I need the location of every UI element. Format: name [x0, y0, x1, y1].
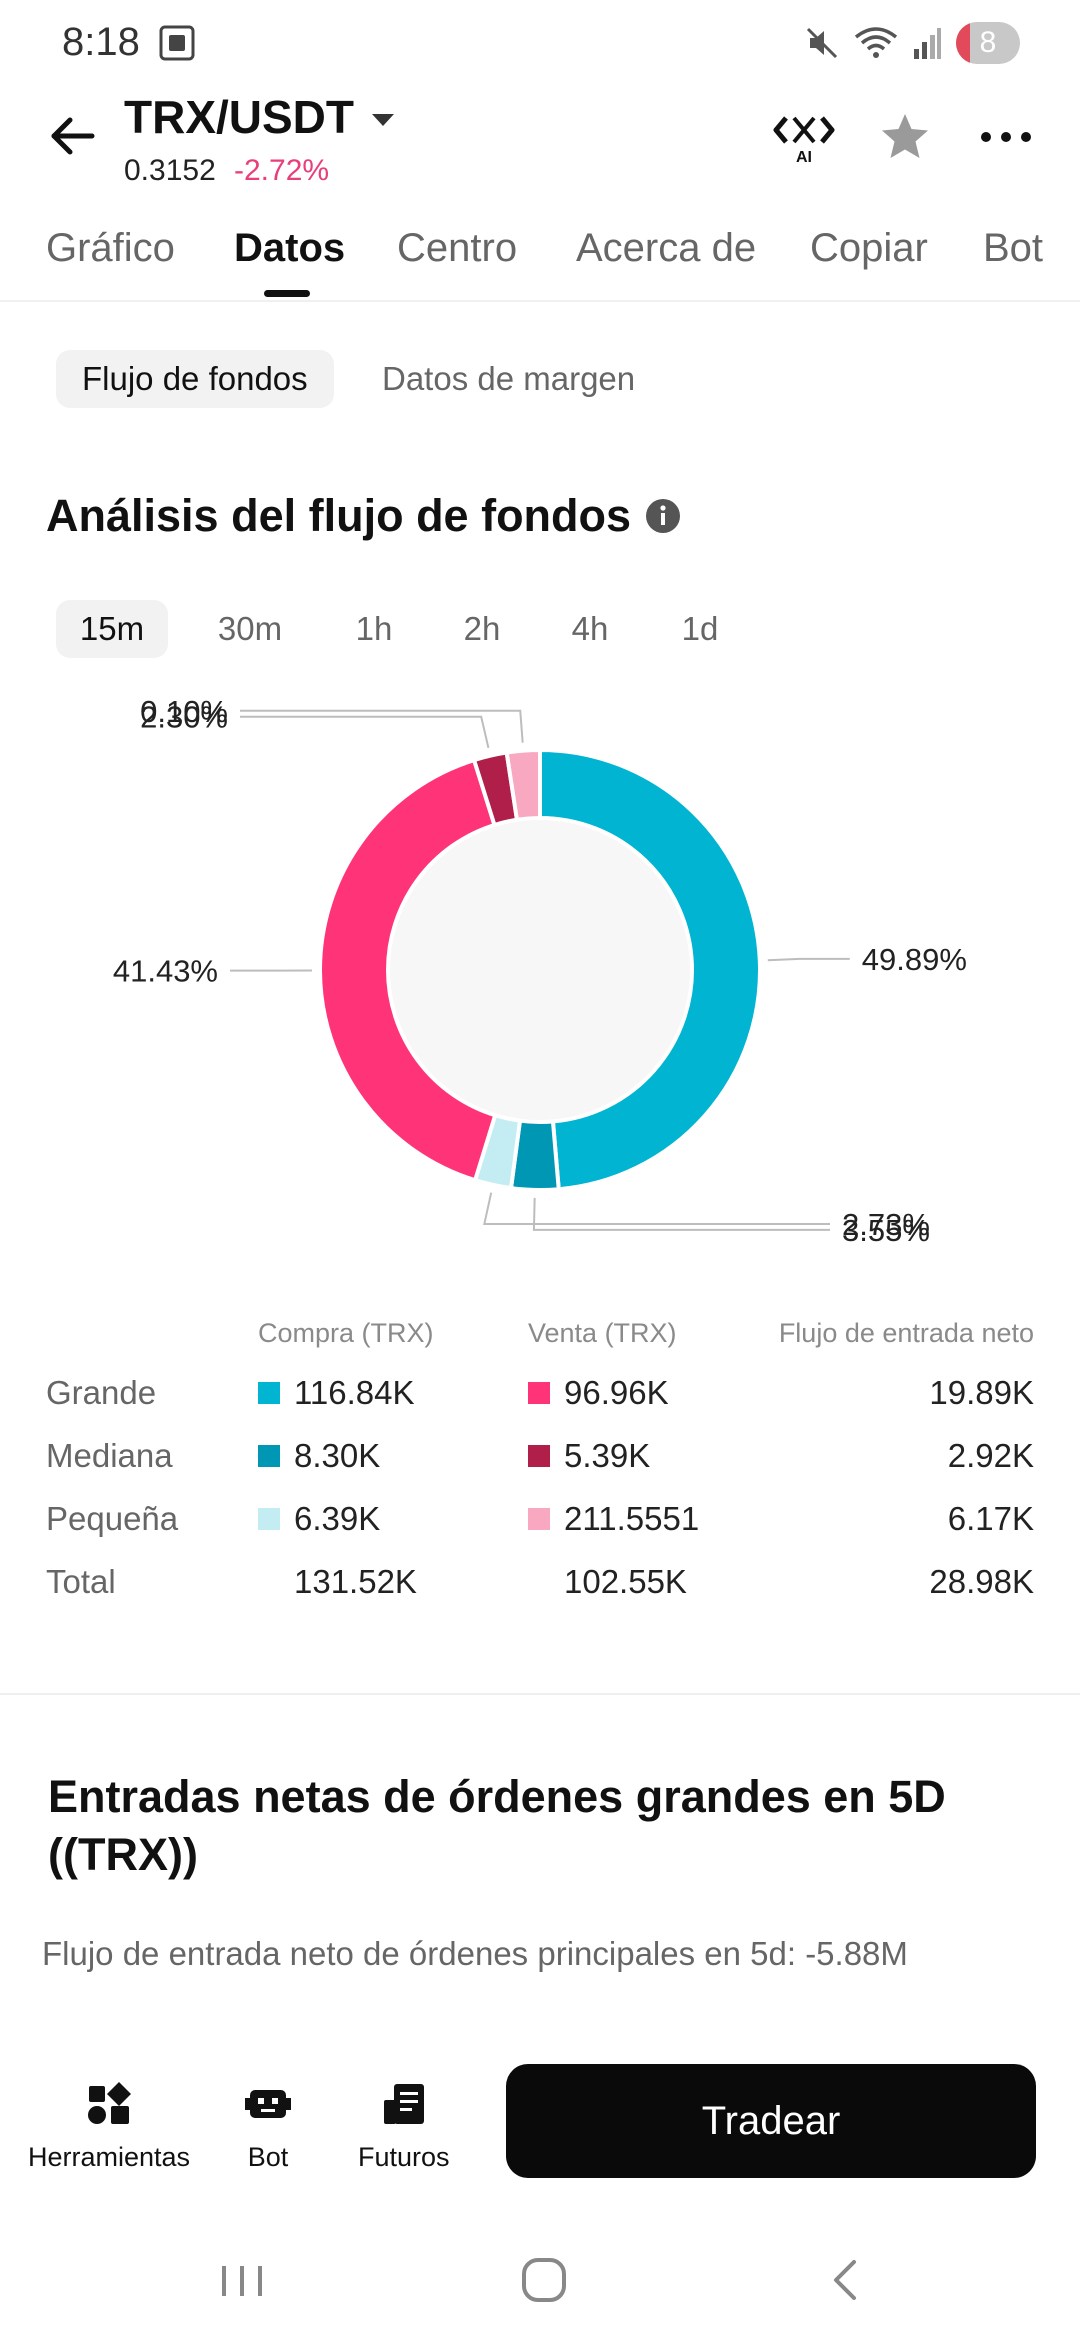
section-tabs: Gráfico Datos Centro Acerca de Copiar Bo…: [0, 218, 1080, 302]
cell-sell-grande: 96.96K: [528, 1374, 669, 1412]
donut-slice[interactable]: [538, 747, 762, 1192]
row-label-total: Total: [46, 1563, 116, 1600]
leader-line: [767, 957, 850, 962]
row-label-mediana: Mediana: [46, 1437, 173, 1474]
tab-copiar[interactable]: Copiar: [810, 226, 928, 270]
timeframe-1h[interactable]: 1h: [355, 610, 393, 647]
bottom-action-bar: Herramientas Bot Futuros Tradear: [0, 2040, 1080, 2220]
active-tab-indicator: [264, 290, 310, 297]
wifi-icon: [854, 27, 898, 58]
pair-price: 0.3152: [124, 154, 216, 187]
info-icon[interactable]: [645, 498, 681, 534]
screenshot-icon: [159, 25, 195, 61]
back-arrow-icon[interactable]: [46, 110, 98, 162]
tools-label: Herramientas: [28, 2142, 191, 2172]
large-orders-title: Entradas netas de órdenes grandes en 5D …: [48, 1771, 946, 1880]
recent-apps-icon[interactable]: [212, 2250, 272, 2310]
legend-swatch: [258, 1508, 280, 1530]
leader-line: [240, 709, 524, 743]
mute-icon: [806, 27, 838, 59]
slice-label: 0.10%: [140, 694, 228, 729]
more-options-icon[interactable]: [978, 112, 1034, 162]
trade-button[interactable]: Tradear: [506, 2064, 1036, 2178]
cell-buy-mediana: 8.30K: [258, 1437, 380, 1475]
cell-buy-grande: 116.84K: [258, 1374, 415, 1412]
subtab-datos-de-margen[interactable]: Datos de margen: [382, 360, 636, 397]
leader-line: [483, 1192, 830, 1225]
cell-sell-mediana: 5.39K: [528, 1437, 650, 1475]
row-label-pequena: Pequeña: [46, 1500, 179, 1537]
futures-icon: [383, 2084, 424, 2124]
futures-button[interactable]: Futuros: [358, 2080, 450, 2173]
bot-button[interactable]: Bot: [244, 2080, 292, 2173]
section-title: Análisis del flujo de fondos: [46, 490, 681, 542]
slice-label: 2.73%: [842, 1207, 930, 1242]
cell-net-pequena: 6.17K: [947, 1500, 1034, 1537]
pair-change: -2.72%: [234, 154, 330, 187]
home-icon[interactable]: [514, 2250, 574, 2310]
tools-icon: [88, 2082, 132, 2124]
legend-swatch: [258, 1382, 280, 1404]
cell-net-total: 28.98K: [929, 1563, 1034, 1600]
slice-label: 41.43%: [113, 954, 218, 989]
cell-net-mediana: 2.92K: [947, 1437, 1034, 1474]
status-icons: 8: [804, 20, 1020, 66]
header-buy: Compra (TRX): [258, 1318, 434, 1348]
timeframe-30m[interactable]: 30m: [217, 610, 283, 647]
donut-slice[interactable]: [318, 757, 498, 1183]
cell-sell-pequena: 211.5551: [528, 1500, 699, 1538]
cell-buy-pequena: 6.39K: [258, 1500, 380, 1538]
pair-selector[interactable]: TRX/USDT: [124, 90, 394, 144]
timeframe-15m[interactable]: 15m: [56, 600, 168, 658]
legend-swatch: [528, 1508, 550, 1530]
signal-icon: [914, 28, 941, 59]
large-orders-subtitle: Flujo de entrada neto de órdenes princip…: [42, 1935, 908, 1972]
robot-icon: [245, 2090, 291, 2118]
futures-label: Futuros: [358, 2142, 450, 2172]
donut-center: [388, 818, 692, 1122]
slice-label: 3.55%: [842, 1213, 930, 1248]
donut-slice[interactable]: [504, 747, 542, 823]
status-bar: 8:18 8: [0, 0, 1080, 90]
cell-net-grande: 19.89K: [929, 1374, 1034, 1411]
header-sell: Venta (TRX): [528, 1318, 677, 1348]
subtab-flujo-de-fondos[interactable]: Flujo de fondos: [56, 350, 334, 408]
timeframe-4h[interactable]: 4h: [571, 610, 609, 647]
favorite-star-icon[interactable]: [878, 110, 932, 164]
row-label-grande: Grande: [46, 1374, 157, 1411]
legend-swatch: [258, 1445, 280, 1467]
back-nav-icon[interactable]: [816, 2250, 876, 2310]
section-title-text: Análisis del flujo de fondos: [46, 490, 632, 541]
svg-text:AI: AI: [796, 149, 812, 166]
fund-flow-donut-chart: 49.89% 3.55%2.73% 41.43% 2.30%0.10%: [113, 694, 967, 1248]
legend-swatch: [528, 1445, 550, 1467]
header: TRX/USDT 0.3152 -2.72% AI: [0, 90, 1080, 200]
timeframe-2h[interactable]: 2h: [463, 610, 501, 647]
tab-bot[interactable]: Bot: [983, 226, 1044, 270]
slice-label: 49.89%: [862, 942, 967, 977]
section-divider: [0, 1693, 1080, 1695]
cell-sell-total: 102.55K: [564, 1563, 687, 1600]
tab-centro[interactable]: Centro: [397, 226, 518, 270]
slice-label: 2.30%: [140, 700, 228, 735]
tools-button[interactable]: Herramientas: [28, 2080, 190, 2173]
ai-assistant-icon[interactable]: AI: [772, 110, 836, 166]
tab-acerca-de[interactable]: Acerca de: [576, 226, 757, 270]
header-net: Flujo de entrada neto: [778, 1318, 1034, 1348]
caret-down-icon: [372, 114, 394, 126]
pair-name: TRX/USDT: [124, 91, 354, 143]
legend-swatch: [528, 1382, 550, 1404]
battery-indicator: 8: [956, 22, 1020, 64]
bot-label: Bot: [247, 2142, 289, 2172]
leader-line: [532, 1197, 830, 1231]
status-time: 8:18: [62, 20, 140, 64]
leader-line: [240, 715, 490, 749]
cell-buy-total: 131.52K: [294, 1563, 417, 1600]
tab-datos[interactable]: Datos: [234, 226, 346, 270]
system-nav-bar: [0, 2220, 1080, 2340]
timeframe-1d[interactable]: 1d: [681, 610, 719, 647]
tab-grafico[interactable]: Gráfico: [46, 226, 175, 270]
